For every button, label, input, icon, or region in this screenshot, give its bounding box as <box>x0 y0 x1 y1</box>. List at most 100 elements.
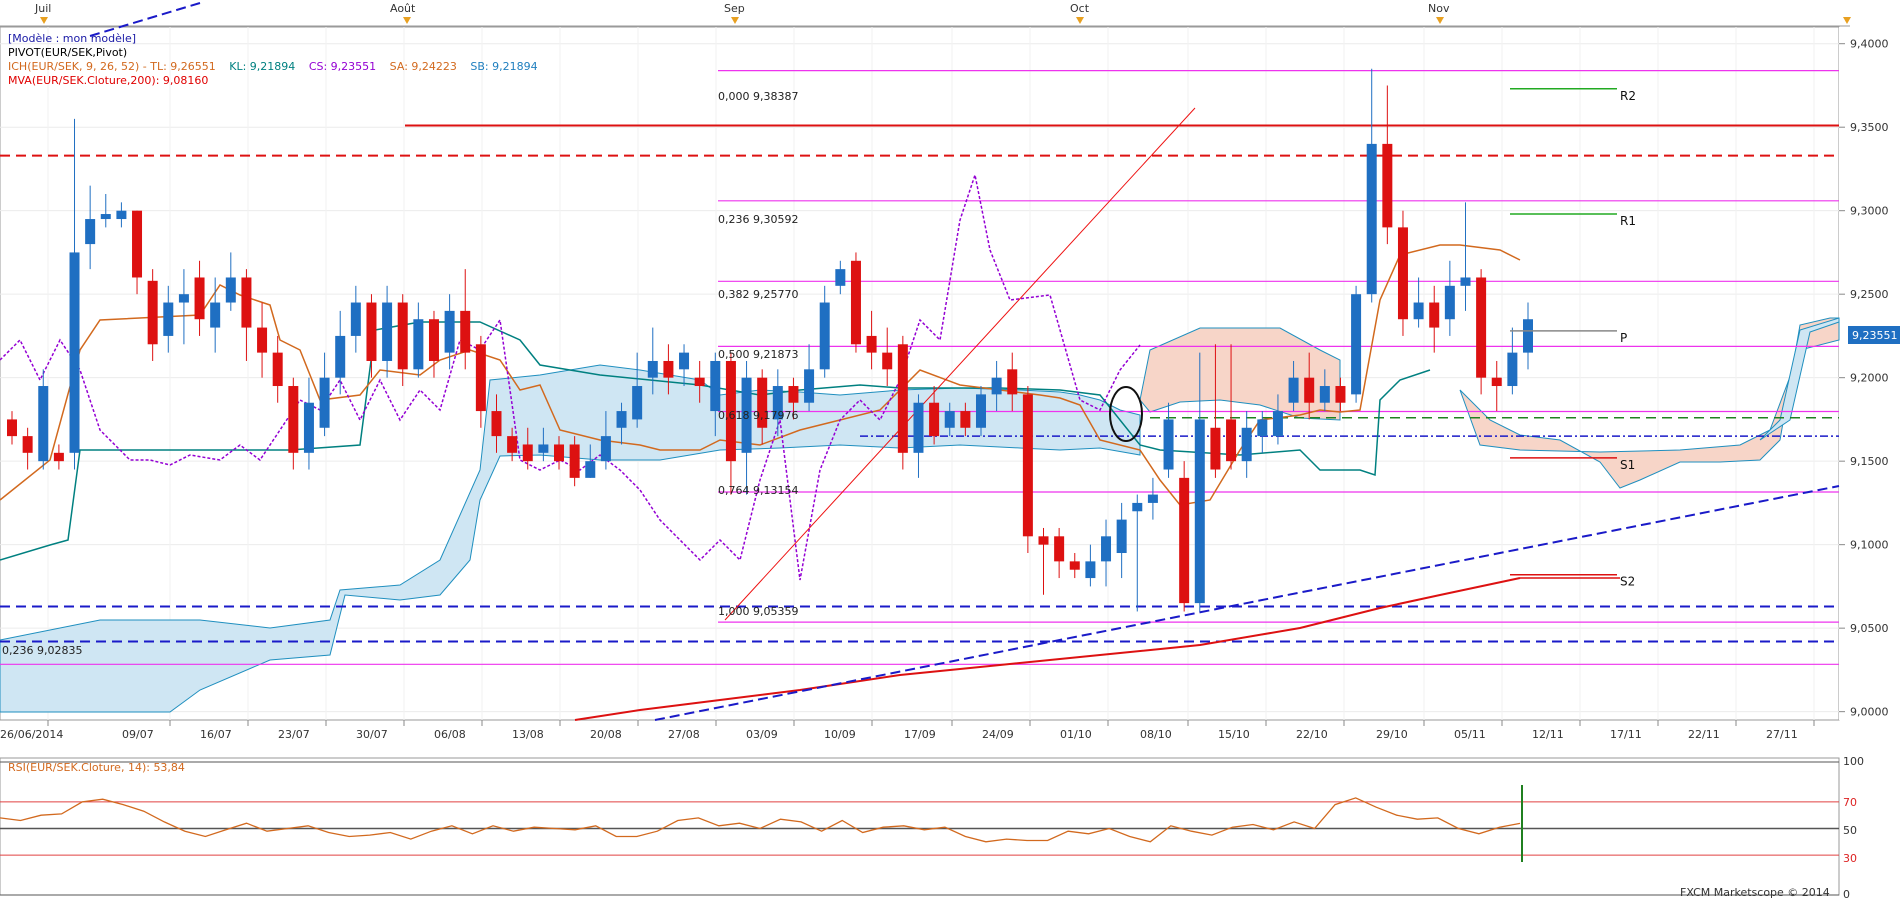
legend-ich-kl: KL: 9,21894 <box>229 60 295 73</box>
fib-label: 0,618 9,17976 <box>718 409 798 422</box>
candle-body <box>632 386 643 420</box>
candle-body <box>163 302 174 336</box>
candle-body <box>38 386 49 462</box>
date-tick-label: 06/08 <box>434 728 466 741</box>
candle-body <box>1241 427 1252 462</box>
legend-ichimoku: ICH(EUR/SEK, 9, 26, 52) - TL: 9,26551 KL… <box>8 60 538 73</box>
candle-body <box>991 377 1002 395</box>
rsi-panel[interactable] <box>0 757 1840 896</box>
pivot-label: S2 <box>1620 575 1635 589</box>
date-tick-label: 17/09 <box>904 728 936 741</box>
date-tick-label: 27/11 <box>1766 728 1798 741</box>
candle-body <box>1194 419 1205 604</box>
rsi-level-label: 100 <box>1843 755 1864 768</box>
period-marker-icon <box>1436 17 1444 24</box>
candle-body <box>210 302 221 328</box>
candle-body <box>444 310 455 353</box>
candle-body <box>1163 419 1174 470</box>
tenkan-line <box>0 244 1521 506</box>
period-marker-icon <box>40 17 48 24</box>
top-trendline <box>89 2 201 37</box>
candle-body <box>350 302 361 336</box>
candle-body <box>1257 419 1268 437</box>
candle-body <box>1507 352 1518 387</box>
price-tick-label: 9,3500 <box>1850 121 1889 134</box>
candle-body <box>804 369 815 403</box>
candle-body <box>554 444 565 462</box>
candle-body <box>913 402 924 453</box>
date-tick-label: 22/11 <box>1688 728 1720 741</box>
date-axis: 26/06/2014 09/07 16/07 23/07 30/07 06/08 13/08… <box>0 720 1815 741</box>
candle-body <box>475 344 486 412</box>
legend-ich-cs: CS: 9,23551 <box>309 60 376 73</box>
candle-body <box>1101 536 1112 562</box>
candle-body <box>944 411 955 428</box>
date-tick-label: 29/10 <box>1376 728 1408 741</box>
date-tick-label: 08/10 <box>1140 728 1172 741</box>
candle-body <box>413 319 424 370</box>
candle-body <box>69 252 80 453</box>
candle-body <box>1226 419 1237 462</box>
date-tick-label: 05/11 <box>1454 728 1486 741</box>
candle-body <box>1272 411 1283 437</box>
candle-body <box>616 411 627 428</box>
candle-body <box>1382 143 1393 228</box>
mva200-line <box>574 577 1521 721</box>
fib-label: 0,382 9,25770 <box>718 288 798 301</box>
candle-body <box>929 402 940 437</box>
candle-body <box>225 277 236 303</box>
candle-body <box>757 377 768 428</box>
highlight-ellipse <box>1109 386 1143 442</box>
candle-body <box>1116 519 1127 554</box>
date-tick-label: 09/07 <box>122 728 154 741</box>
top-month-label: Août <box>390 2 416 15</box>
candle-body <box>725 360 736 462</box>
candle-body <box>1147 494 1158 503</box>
current-price-label: 9,23551 <box>1852 329 1898 342</box>
legend-ich-sb: SB: 9,21894 <box>470 60 537 73</box>
price-tick-label: 9,3000 <box>1850 205 1889 218</box>
candle-body <box>1085 561 1096 579</box>
candle-body <box>647 360 658 378</box>
candle-body <box>866 335 877 353</box>
candle-body <box>694 377 705 387</box>
candle-body <box>522 444 533 462</box>
period-marker-icon <box>1843 17 1851 24</box>
date-tick-label: 01/10 <box>1060 728 1092 741</box>
candle-body <box>335 335 346 378</box>
fib-label: 0,500 9,21873 <box>718 348 798 361</box>
date-tick-label: 27/08 <box>668 728 700 741</box>
top-month-axis: Juil Août Sep Oct Nov <box>34 2 1851 24</box>
pivot-label: S1 <box>1620 458 1635 472</box>
price-tick-label: 9,0500 <box>1850 622 1889 635</box>
price-panel[interactable] <box>0 26 1840 721</box>
candle-body <box>835 269 846 286</box>
top-month-label: Nov <box>1428 2 1450 15</box>
pivot-label: R2 <box>1620 89 1636 103</box>
top-month-label: Oct <box>1070 2 1090 15</box>
candle-body <box>53 452 64 462</box>
period-marker-icon <box>1076 17 1084 24</box>
date-tick-label: 30/07 <box>356 728 388 741</box>
rsi-level-label: 50 <box>1843 824 1857 837</box>
price-axis: 9,4000 9,3500 9,3000 9,2500 9,2000 9,1500 9,10… <box>1839 38 1889 719</box>
candle-body <box>1444 285 1455 320</box>
candle-body <box>1523 319 1533 353</box>
candle-body <box>1007 369 1018 395</box>
candle-body <box>272 352 283 387</box>
candle-body <box>194 277 205 320</box>
candle-body <box>1022 394 1033 537</box>
current-price-marker <box>1848 326 1900 344</box>
candle-body <box>319 377 330 428</box>
candle-body <box>116 210 127 220</box>
candle-body <box>1132 502 1143 512</box>
candle-body <box>741 377 752 453</box>
rsi-axis: 100 70 50 30 0 <box>1843 755 1864 900</box>
fib-label: 0,236 9,02835 <box>2 644 82 657</box>
candle-body <box>1054 536 1065 562</box>
date-tick-label: 23/07 <box>278 728 310 741</box>
legend-model: [Modèle : mon modèle] <box>8 32 136 45</box>
rsi-legend: RSI(EUR/SEK.Cloture, 14): 53,84 <box>8 761 185 774</box>
candle-body <box>1429 302 1440 328</box>
